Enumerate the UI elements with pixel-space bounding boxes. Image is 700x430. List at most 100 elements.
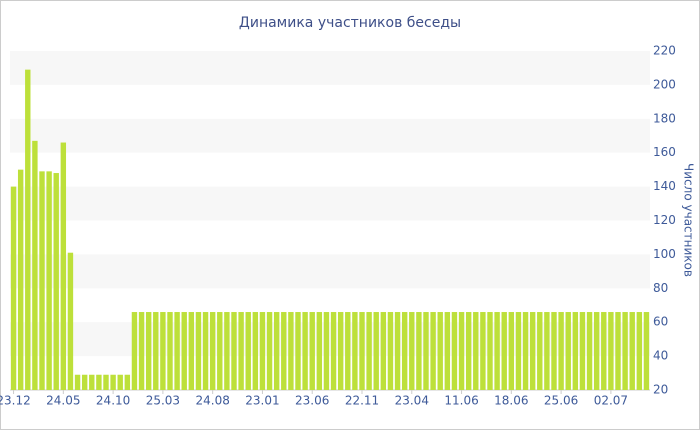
- bar: [46, 171, 52, 390]
- bar: [465, 312, 472, 390]
- x-tick-label: 23.12: [0, 394, 31, 408]
- y-tick-label: 180: [653, 111, 676, 125]
- bar: [259, 312, 266, 390]
- bar: [288, 312, 294, 390]
- bar: [153, 312, 159, 390]
- bar: [302, 312, 308, 390]
- x-tick-label: 24.05: [46, 394, 80, 408]
- grid-band: [10, 186, 650, 221]
- grid-band: [10, 254, 650, 289]
- bar: [96, 374, 102, 390]
- bar: [25, 69, 31, 391]
- bar: [636, 312, 643, 390]
- bar: [17, 169, 24, 390]
- grid-band: [10, 322, 650, 357]
- bar: [323, 312, 330, 390]
- bar: [81, 374, 88, 390]
- bar: [224, 312, 230, 390]
- bar: [480, 312, 486, 390]
- bar: [39, 171, 45, 390]
- bar: [579, 312, 586, 390]
- bar: [544, 312, 550, 390]
- y-tick-label: 80: [653, 281, 668, 295]
- bar: [380, 312, 387, 390]
- bar: [281, 312, 287, 390]
- bar: [316, 312, 323, 390]
- bar: [601, 312, 607, 390]
- y-tick-label: 140: [653, 179, 676, 193]
- bar: [60, 142, 67, 390]
- bar: [444, 312, 451, 390]
- bar: [430, 312, 436, 390]
- bar: [494, 312, 500, 390]
- bar: [266, 312, 273, 390]
- bar: [359, 312, 365, 390]
- bar: [117, 374, 123, 390]
- bar: [416, 312, 422, 390]
- bar: [330, 312, 337, 390]
- bar: [174, 312, 180, 390]
- y-axis-label: Число участников: [682, 163, 696, 277]
- y-tick-label: 60: [653, 315, 668, 329]
- bar: [131, 312, 138, 390]
- bar: [373, 312, 379, 390]
- x-tick-label: 11.06: [444, 394, 478, 408]
- grid-band: [10, 118, 650, 153]
- bar: [458, 312, 465, 390]
- bar: [551, 312, 557, 390]
- bar: [145, 312, 152, 390]
- x-tick-label: 02.07: [594, 394, 628, 408]
- bar: [252, 312, 259, 390]
- bar: [586, 312, 593, 390]
- bar: [615, 312, 621, 390]
- bar: [67, 252, 74, 390]
- bar: [309, 312, 315, 390]
- bar: [387, 312, 394, 390]
- bar: [608, 312, 614, 390]
- bar: [124, 374, 131, 390]
- bar: [160, 312, 166, 390]
- x-tick-label: 25.03: [146, 394, 180, 408]
- y-tick-label: 120: [653, 213, 676, 227]
- x-tick-label: 22.11: [345, 394, 379, 408]
- bar: [74, 374, 81, 390]
- grid-band: [10, 51, 650, 85]
- y-tick-label: 200: [653, 77, 676, 91]
- bar: [32, 140, 38, 390]
- bar: [195, 312, 202, 390]
- bar: [409, 312, 415, 390]
- x-tick-label: 18.06: [494, 394, 528, 408]
- x-tick-label: 23.06: [295, 394, 329, 408]
- bar: [501, 312, 507, 390]
- x-tick-label: 25.06: [544, 394, 578, 408]
- bar: [53, 173, 59, 390]
- x-tick-label: 24.08: [195, 394, 229, 408]
- bar: [245, 312, 251, 390]
- x-tick-label: 23.01: [245, 394, 279, 408]
- bar: [110, 374, 116, 390]
- y-tick-label: 40: [653, 349, 668, 363]
- chart-title: Динамика участников беседы: [239, 15, 461, 31]
- y-tick-label: 220: [653, 44, 676, 58]
- bar: [508, 312, 515, 390]
- y-tick-label: 20: [653, 383, 668, 397]
- bar: [572, 312, 579, 390]
- bar: [629, 312, 635, 390]
- bar: [366, 312, 372, 390]
- bar: [231, 312, 237, 390]
- bar: [558, 312, 564, 390]
- bar: [273, 312, 280, 390]
- bar: [209, 312, 216, 390]
- bar: [337, 312, 344, 390]
- bar: [537, 312, 543, 390]
- bar: [345, 312, 351, 390]
- bar: [437, 312, 443, 390]
- bar: [401, 312, 408, 390]
- bar: [181, 312, 187, 390]
- bar: [643, 312, 650, 390]
- bar: [622, 312, 628, 390]
- bar: [295, 312, 301, 390]
- bar: [167, 312, 173, 390]
- y-tick-label: 100: [653, 247, 676, 261]
